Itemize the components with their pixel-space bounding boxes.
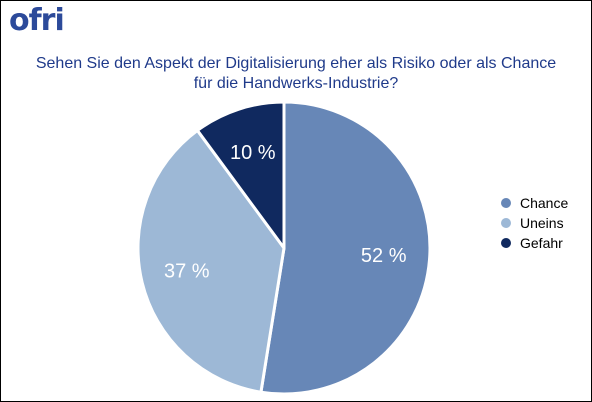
chart-legend: Chance Uneins Gefahr — [501, 193, 568, 253]
legend-swatch-uneins — [501, 218, 511, 228]
legend-swatch-gefahr — [501, 238, 511, 248]
chart-title-line-2: für die Handwerks-Industrie? — [193, 75, 399, 92]
pie-slice-gefahr — [195, 100, 286, 250]
chart-title-line-1: Sehen Sie den Aspekt der Digitalisierung… — [35, 55, 557, 72]
legend-label-gefahr: Gefahr — [520, 235, 563, 251]
pie-label-chance: 52 % — [361, 245, 407, 267]
legend-item-gefahr: Gefahr — [501, 233, 568, 253]
legend-item-chance: Chance — [501, 193, 568, 213]
pie-slice-uneins — [136, 128, 286, 394]
legend-label-chance: Chance — [520, 195, 569, 211]
legend-item-uneins: Uneins — [501, 213, 568, 233]
legend-label-uneins: Uneins — [520, 215, 564, 231]
chart-title: Sehen Sie den Aspekt der Digitalisierung… — [1, 54, 591, 94]
pie-label-uneins: 37 % — [164, 261, 210, 283]
pie-label-gefahr: 10 % — [230, 142, 276, 164]
legend-swatch-chance — [501, 198, 511, 208]
ofri-logo: ofri — [9, 3, 65, 38]
pie-slice-chance — [259, 100, 432, 396]
